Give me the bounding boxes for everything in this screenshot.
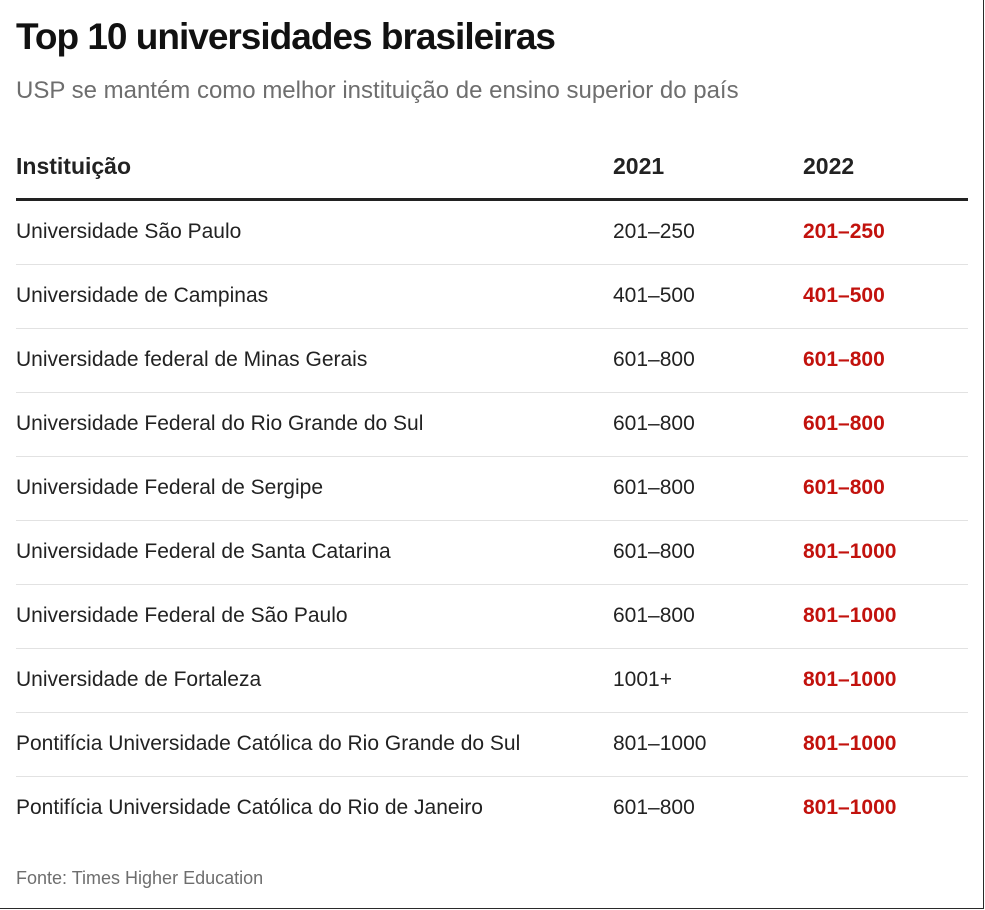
institution-cell: Pontifícia Universidade Católica do Rio …: [16, 796, 483, 819]
column-header-institution: Instituição: [16, 153, 132, 179]
table-row: Pontifícia Universidade Católica do Rio …: [16, 713, 968, 777]
institution-cell: Universidade São Paulo: [16, 220, 242, 243]
source-note: Fonte: Times Higher Education: [16, 868, 264, 888]
chart-title: Top 10 universidades brasileiras: [16, 16, 556, 57]
institution-cell: Universidade Federal do Rio Grande do Su…: [16, 412, 424, 435]
rank-2021-cell: 601–800: [613, 540, 695, 563]
table-row: Universidade Federal de Sergipe 601–800 60…: [16, 457, 968, 521]
table-header: Instituição 2021 2022: [16, 140, 968, 201]
rank-2022-cell: 601–800: [803, 476, 885, 499]
column-header-2022: 2022: [803, 153, 855, 179]
rank-2022-cell: 201–250: [803, 220, 885, 243]
ranking-table: Instituição 2021 2022 Universidade São P…: [16, 140, 968, 840]
table-row: Universidade de Fortaleza 1001+ 801–1000: [16, 649, 968, 713]
institution-cell: Universidade federal de Minas Gerais: [16, 348, 368, 371]
table-row: Universidade Federal do Rio Grande do Su…: [16, 393, 968, 457]
rank-2022-cell: 601–800: [803, 412, 885, 435]
rank-2021-cell: 601–800: [613, 604, 695, 627]
table-row: Universidade São Paulo 201–250 201–250: [16, 201, 968, 265]
rank-2022-cell: 401–500: [803, 284, 885, 307]
rank-2021-cell: 801–1000: [613, 732, 707, 755]
rank-2022-cell: 801–1000: [803, 540, 897, 563]
table-row: Universidade Federal de Santa Catarina 60…: [16, 521, 968, 585]
rank-2022-cell: 801–1000: [803, 604, 897, 627]
rank-2021-cell: 601–800: [613, 796, 695, 819]
chart-subtitle: USP se mantém como melhor instituição de…: [16, 77, 739, 104]
rank-2021-cell: 601–800: [613, 476, 695, 499]
institution-cell: Universidade Federal de Santa Catarina: [16, 540, 391, 563]
rank-2022-cell: 601–800: [803, 348, 885, 371]
rank-2022-cell: 801–1000: [803, 796, 897, 819]
institution-cell: Universidade de Campinas: [16, 284, 269, 307]
rank-2021-cell: 601–800: [613, 412, 695, 435]
institution-cell: Universidade Federal de São Paulo: [16, 604, 348, 627]
table-row: Pontifícia Universidade Católica do Rio …: [16, 777, 968, 840]
rank-2021-cell: 401–500: [613, 284, 695, 307]
rank-2021-cell: 601–800: [613, 348, 695, 371]
institution-cell: Pontifícia Universidade Católica do Rio …: [16, 732, 521, 755]
table-body: Universidade São Paulo 201–250 201–250 Univ…: [16, 201, 968, 840]
column-header-2021: 2021: [613, 153, 665, 179]
table-row: Universidade federal de Minas Gerais 601–…: [16, 329, 968, 393]
rank-2022-cell: 801–1000: [803, 668, 897, 691]
table-row: Universidade Federal de São Paulo 601–800…: [16, 585, 968, 649]
rank-2021-cell: 201–250: [613, 220, 695, 243]
institution-cell: Universidade Federal de Sergipe: [16, 476, 324, 499]
institution-cell: Universidade de Fortaleza: [16, 668, 262, 691]
rank-2022-cell: 801–1000: [803, 732, 897, 755]
table-row: Universidade de Campinas 401–500 401–500: [16, 265, 968, 329]
rank-2021-cell: 1001+: [613, 668, 672, 691]
